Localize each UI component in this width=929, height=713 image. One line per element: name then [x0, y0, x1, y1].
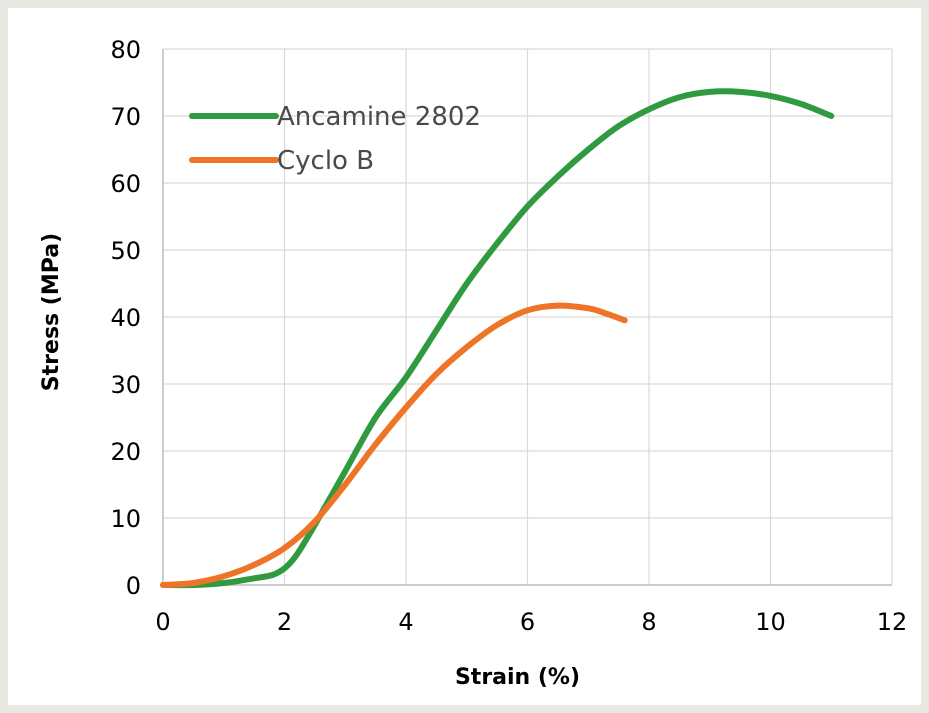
y-tick-label: 70: [110, 103, 141, 131]
x-tick-label: 8: [641, 608, 656, 636]
series-line-ancamine-2802: [160, 88, 835, 589]
y-tick-label: 0: [126, 572, 141, 600]
y-tick-label: 60: [110, 170, 141, 198]
y-tick-label: 50: [110, 237, 141, 265]
y-tick-label: 30: [110, 371, 141, 399]
legend-label-ancamine-2802: Ancamine 2802: [277, 102, 481, 132]
stress-strain-chart: 0 10 20 30 40 50 60 70 80 0 2 4 6 8 10 12 Ancamine 2802…: [39, 36, 907, 690]
chart-frame: 0 10 20 30 40 50 60 70 80 0 2 4 6 8 10 12 Ancamine 2802…: [8, 8, 921, 705]
axes: 0 10 20 30 40 50 60 70 80 0 2 4 6 8 10 12: [110, 36, 907, 636]
x-tick-label: 10: [755, 608, 786, 636]
grid: [162, 48, 893, 586]
x-tick-label: 4: [398, 608, 413, 636]
y-tick-label: 40: [110, 304, 141, 332]
x-axis-title: Strain (%): [455, 665, 580, 690]
y-axis-title: Stress (MPa): [39, 233, 64, 391]
series-layer: [160, 88, 835, 589]
x-tick-label: 12: [877, 608, 908, 636]
y-tick-label: 20: [110, 438, 141, 466]
x-tick-label: 6: [520, 608, 535, 636]
series-line-cyclo-b: [160, 302, 628, 588]
y-tick-label: 80: [110, 36, 141, 64]
x-tick-label: 0: [155, 608, 170, 636]
x-tick-label: 2: [277, 608, 292, 636]
legend: Ancamine 2802 Cyclo B: [189, 102, 481, 176]
legend-label-cyclo-b: Cyclo B: [277, 146, 374, 176]
y-tick-label: 10: [110, 505, 141, 533]
